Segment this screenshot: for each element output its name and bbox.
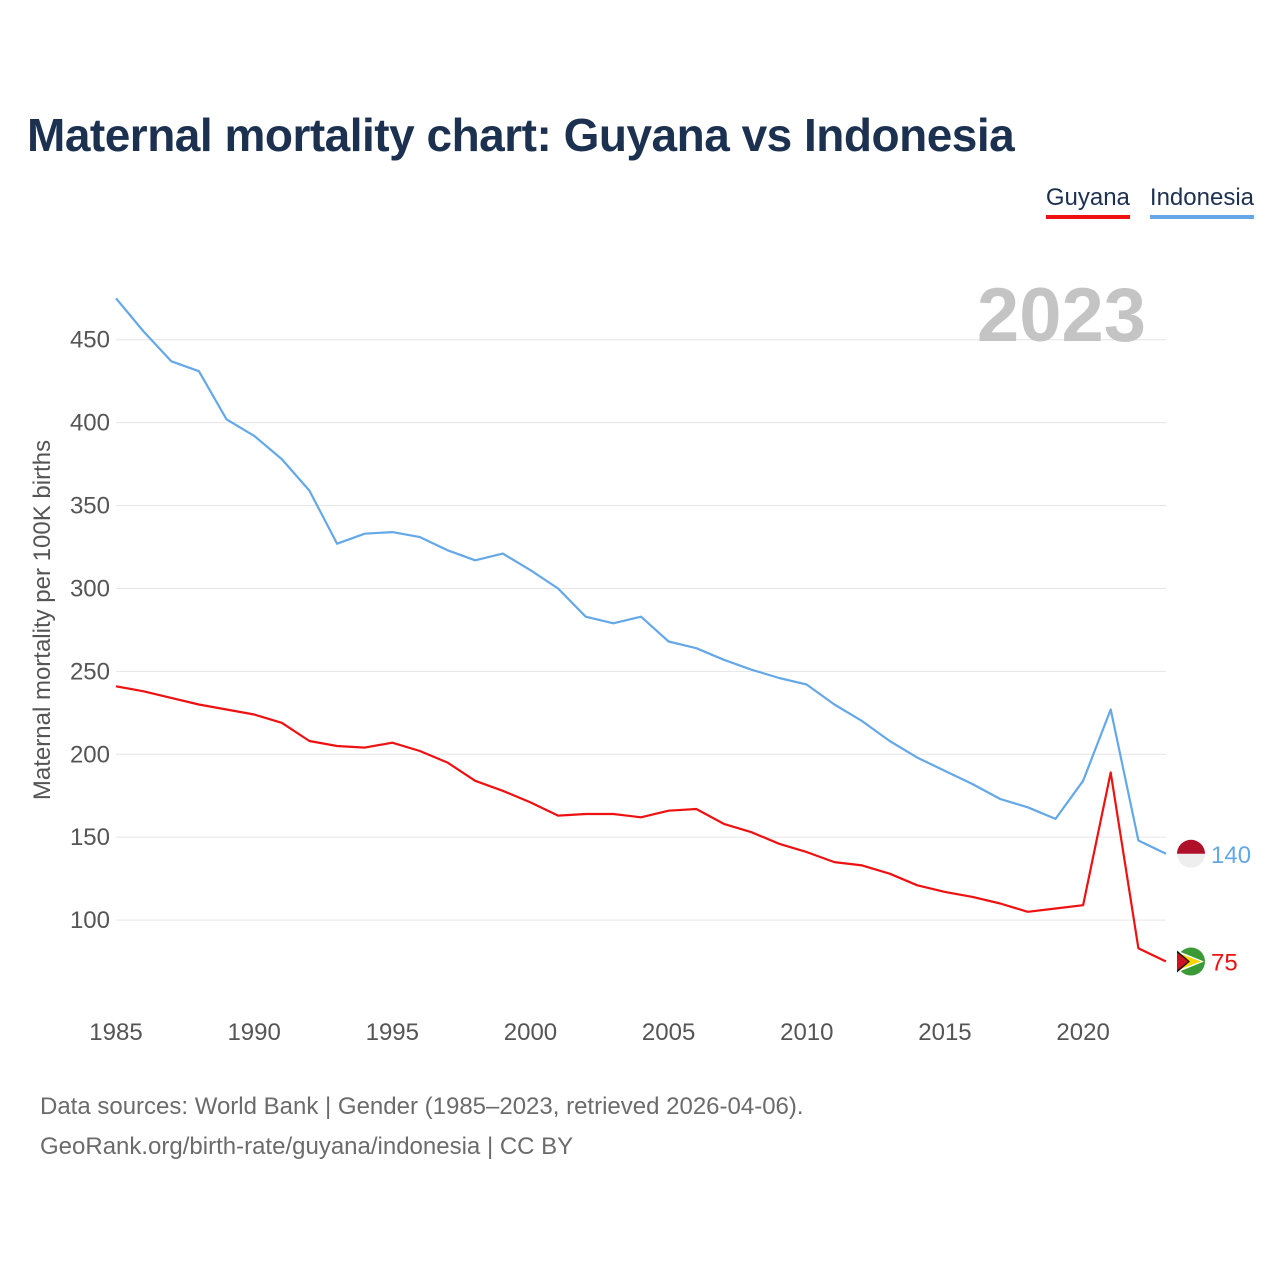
y-tick-label: 300 [70,575,110,602]
x-tick-label: 1990 [227,1019,280,1046]
series-line-guyana [115,685,1167,963]
x-tick-label: 1985 [89,1019,142,1046]
x-tick-label: 2005 [642,1019,695,1046]
y-tick-label: 150 [70,824,110,851]
end-value-label-guyana: 75 [1211,950,1238,977]
x-axis-ticks: 1985 1990 1995 2000 2005 2010 2015 2020 [89,1019,1109,1046]
source-link[interactable]: GeoRank.org/birth-rate/guyana/indonesia … [40,1133,574,1160]
indonesia-flag-icon [1177,839,1205,868]
legend: Guyana Indonesia [1045,184,1254,219]
y-tick-label: 200 [70,741,110,768]
series-line-indonesia [115,297,1167,855]
y-tick-label: 400 [70,410,110,437]
x-tick-label: 2000 [504,1019,557,1046]
y-tick-label: 100 [70,907,110,934]
flag-red-half [1177,839,1205,854]
x-tick-label: 2015 [918,1019,971,1046]
x-tick-label: 2020 [1056,1019,1109,1046]
gridlines [116,339,1166,921]
end-markers: 140 75 [1177,839,1251,977]
chart-title: Maternal mortality chart: Guyana vs Indo… [27,109,1015,161]
flag-red-triangle [1177,952,1188,971]
x-tick-label: 2010 [780,1019,833,1046]
footer: Data sources: World Bank | Gender (1985–… [40,1087,804,1167]
y-axis-ticks: 100 150 200 250 300 350 400 450 [70,327,110,934]
legend-guyana[interactable]: Guyana [1045,184,1130,219]
y-tick-label: 350 [70,493,110,520]
y-tick-label: 450 [70,327,110,354]
guyana-flag-icon [1177,947,1205,976]
y-tick-label: 250 [70,658,110,685]
x-tick-label: 1995 [366,1019,419,1046]
year-watermark: 2023 [977,273,1146,358]
y-axis-label: Maternal mortality per 100K births [29,440,56,800]
legend-indonesia[interactable]: Indonesia [1149,184,1254,219]
series-lines [115,297,1167,963]
data-source-note: Data sources: World Bank | Gender (1985–… [40,1093,804,1120]
end-value-label-indonesia: 140 [1211,842,1251,869]
